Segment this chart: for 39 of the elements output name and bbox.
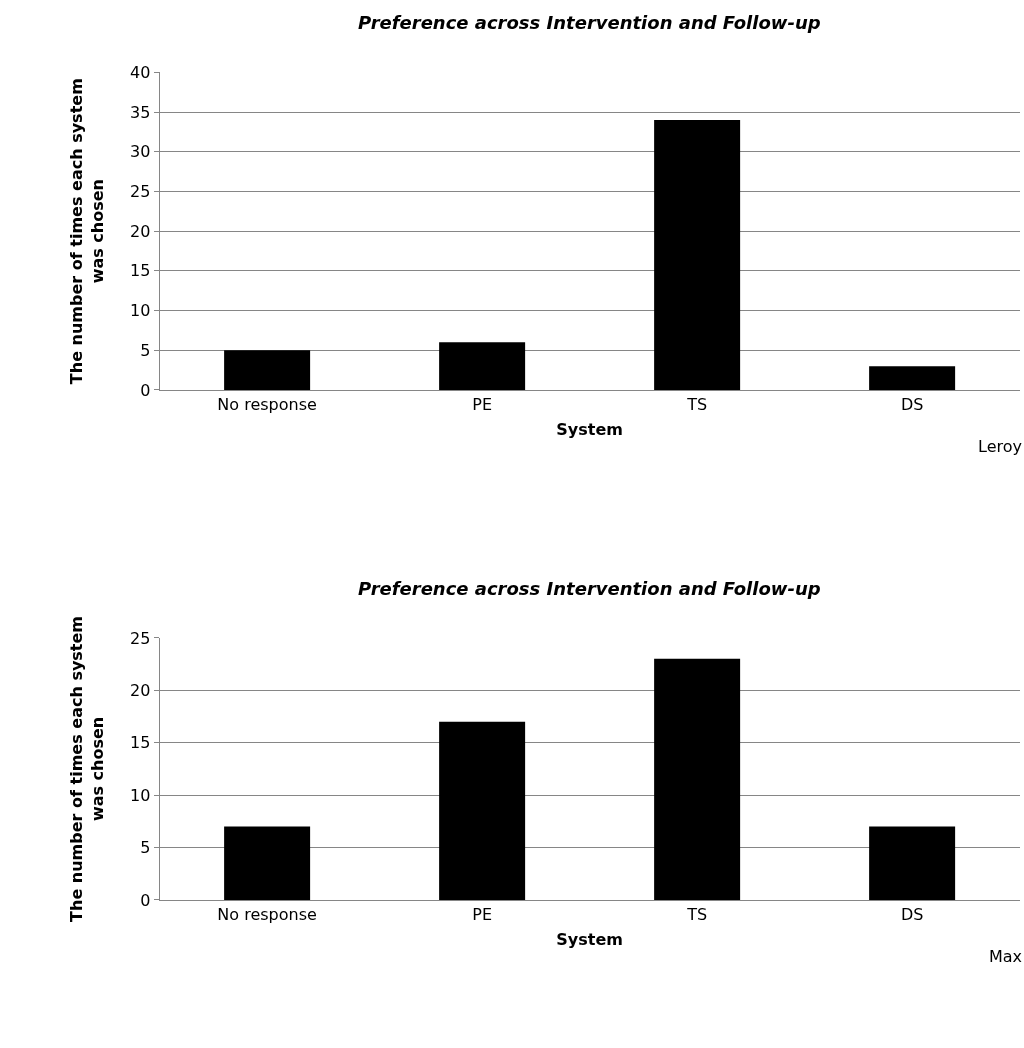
x-tick-label: TS [686,395,708,415]
bar [869,826,956,900]
text: Leroy [978,437,1022,456]
x-axis-title: System [556,419,623,439]
bar [439,721,526,900]
x-axis-title: System [556,929,623,949]
y-tick-label: 0 [140,380,151,400]
chart-title: Preference across Intervention and Follow-up [358,12,821,33]
bar [654,658,741,900]
y-tick-label: 15 [130,261,151,281]
x-tick-label: No response [217,905,317,925]
y-axis-title: The number of times each system was chosen [67,615,107,922]
y-tick-label: 15 [130,733,151,753]
y-tick-label: 25 [130,628,151,648]
x-tick-label: DS [900,395,924,415]
bar [224,826,311,900]
y-tick-label: 30 [130,142,151,162]
y-tick-label: 20 [130,221,151,241]
y-tick-label: 5 [140,340,151,360]
x-tick-label: DS [900,905,924,925]
y-tick-label: 35 [130,102,151,122]
bar [654,120,741,390]
y-tick-label: 25 [130,182,151,202]
bar [869,366,956,390]
chart-title: Preference across Intervention and Follow-up [358,578,821,599]
y-tick-label: 5 [140,838,151,858]
y-tick-label: 40 [130,63,151,83]
y-axis-title: The number of times each system was chosen [67,78,107,385]
y-tick-label: 10 [130,301,151,321]
x-tick-label: PE [472,395,493,415]
y-tick-label: 20 [130,680,151,700]
bar [439,342,526,390]
x-tick-label: No response [217,395,317,415]
y-tick-label: 10 [130,785,151,805]
x-tick-label: TS [686,905,708,925]
x-tick-label: PE [472,905,493,925]
y-tick-label: 0 [140,890,151,910]
text: Max [989,947,1023,966]
bar [224,350,311,390]
